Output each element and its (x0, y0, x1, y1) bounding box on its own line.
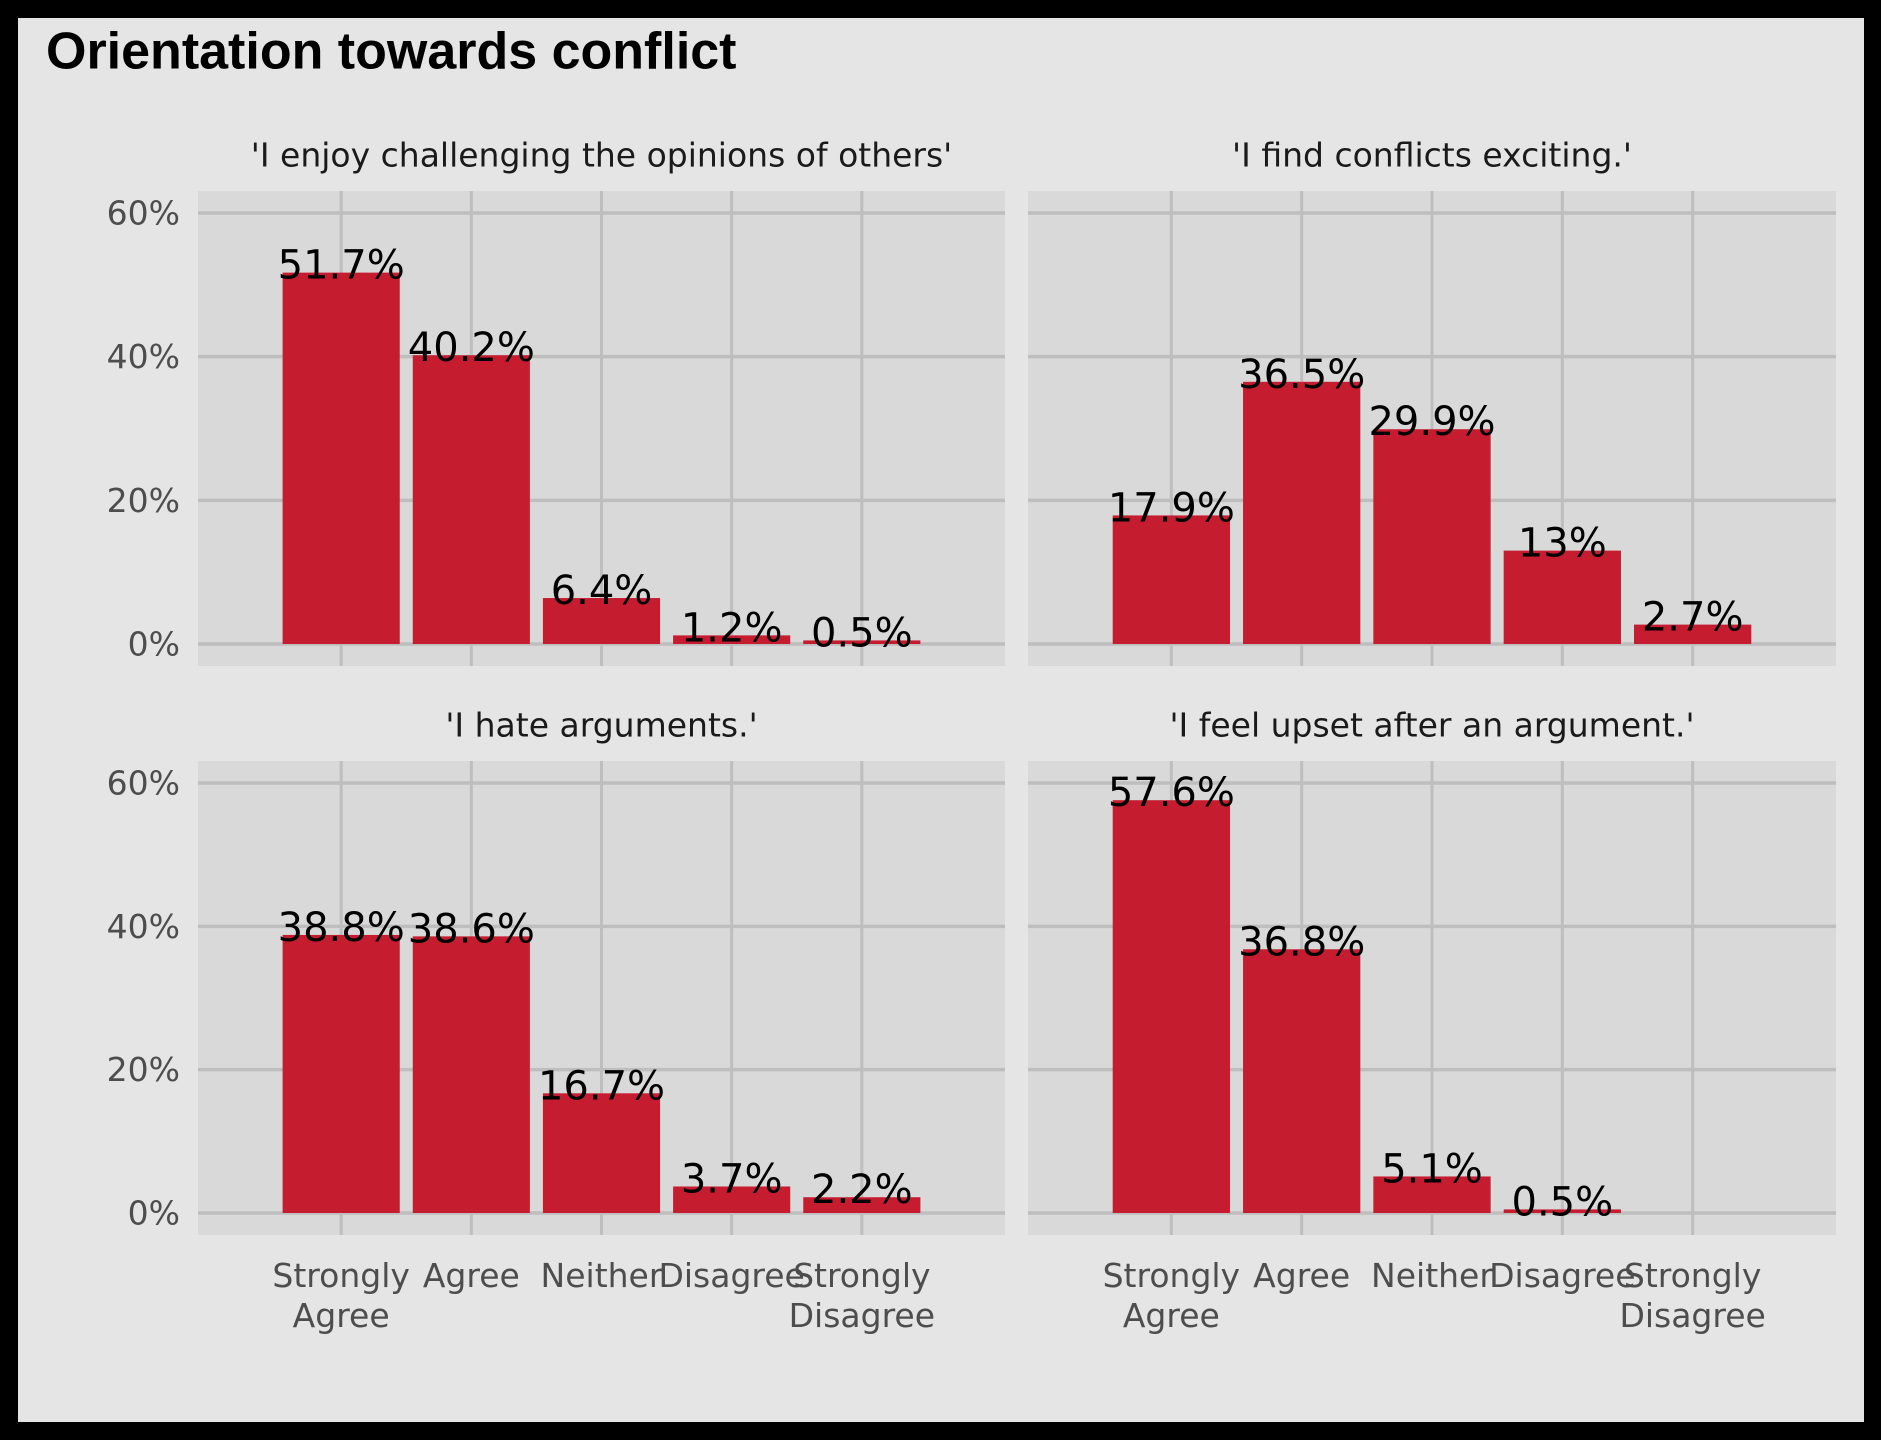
data-label: 3.7% (681, 1156, 783, 1202)
x-tick-label: Disagree (658, 1256, 804, 1295)
bar (1634, 624, 1752, 644)
bar (803, 1197, 921, 1213)
data-label: 6.4% (551, 568, 653, 614)
y-tick-label: 40% (107, 907, 180, 946)
data-label: 29.9% (1368, 399, 1495, 445)
bar (1373, 429, 1491, 644)
y-tick-label: 40% (107, 337, 180, 376)
y-tick-label: 0% (128, 625, 180, 664)
bar (1503, 550, 1621, 644)
data-label: 40.2% (408, 325, 535, 371)
data-label: 38.8% (278, 905, 405, 951)
bar (1503, 1209, 1621, 1213)
data-label: 1.2% (681, 605, 783, 651)
bar (1373, 1176, 1491, 1213)
bar (673, 1186, 791, 1213)
x-tick-label: Strongly (1103, 1256, 1240, 1295)
x-tick-label: Agree (1253, 1256, 1350, 1295)
data-label: 36.5% (1238, 352, 1365, 398)
bar (1112, 800, 1230, 1213)
x-tick-label: Disagree (1619, 1296, 1765, 1335)
data-label: 36.8% (1238, 919, 1365, 965)
data-label: 5.1% (1381, 1146, 1483, 1192)
y-tick-label: 0% (128, 1194, 180, 1233)
chart-title: Orientation towards conflict (46, 23, 737, 81)
x-tick-label: Disagree (789, 1296, 935, 1335)
bar (673, 635, 791, 644)
facet-panel: 'I enjoy challenging the opinions of oth… (107, 136, 1005, 666)
facet-title: 'I find conflicts exciting.' (1232, 136, 1632, 175)
bar (1243, 381, 1361, 644)
y-tick-label: 60% (107, 194, 180, 233)
facet-title: 'I hate arguments.' (445, 706, 757, 745)
facet-title: 'I enjoy challenging the opinions of oth… (251, 136, 953, 175)
x-tick-label: Agree (423, 1256, 520, 1295)
faceted-bar-chart: Orientation towards conflict 'I enjoy ch… (46, 23, 1836, 1335)
bar (282, 934, 400, 1213)
bar (1112, 515, 1230, 644)
bar (803, 640, 921, 644)
bar (282, 272, 400, 644)
data-label: 51.7% (278, 243, 405, 289)
data-label: 0.5% (1512, 1179, 1614, 1225)
bar (542, 598, 661, 644)
data-label: 57.6% (1108, 770, 1235, 816)
y-tick-label: 60% (107, 764, 180, 803)
bar (542, 1093, 661, 1213)
data-label: 17.9% (1108, 485, 1235, 531)
x-tick-label: Strongly (1624, 1256, 1761, 1295)
y-tick-label: 20% (107, 481, 180, 520)
y-tick-label: 20% (107, 1050, 180, 1089)
facet-title: 'I feel upset after an argument.' (1169, 706, 1694, 745)
data-label: 2.7% (1642, 595, 1744, 641)
data-label: 38.6% (408, 906, 535, 952)
x-tick-label: Strongly (793, 1256, 930, 1295)
facet-panel: 'I find conflicts exciting.' 17.9% 36.5%29… (1028, 136, 1836, 666)
bar (412, 355, 530, 644)
data-label: 2.2% (811, 1167, 913, 1213)
data-label: 13% (1518, 521, 1607, 567)
data-label: 0.5% (811, 610, 913, 656)
x-tick-label: Disagree (1489, 1256, 1635, 1295)
x-tick-label: Agree (1123, 1296, 1220, 1335)
data-label: 16.7% (538, 1063, 665, 1109)
facet-panel: 'I hate arguments.' 0% 20% 40% 60% 38.8% 38.6%… (107, 706, 1005, 1335)
chart-canvas: Orientation towards conflict 'I enjoy ch… (18, 18, 1864, 1422)
facet-panel: 'I feel upset after an argument.' 57.6% 36… (1028, 706, 1836, 1335)
x-tick-label: Agree (293, 1296, 390, 1335)
x-tick-label: Neither (1371, 1256, 1493, 1295)
x-tick-label: Strongly (272, 1256, 409, 1295)
bar (412, 936, 530, 1213)
x-tick-label: Neither (541, 1256, 663, 1295)
bar (1243, 949, 1361, 1213)
